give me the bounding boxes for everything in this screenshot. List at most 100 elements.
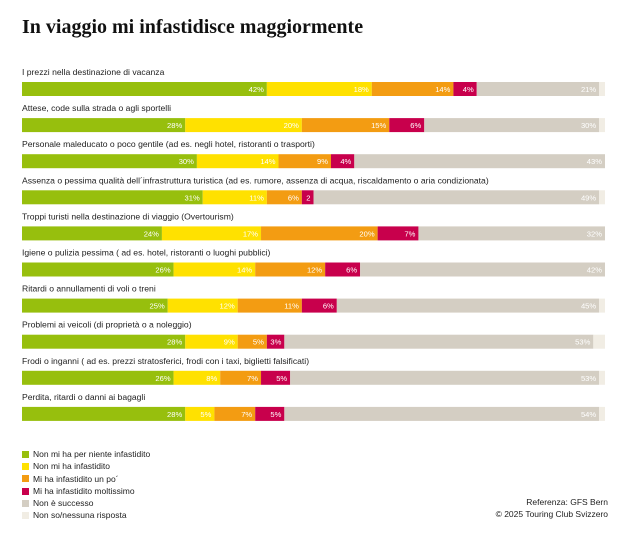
bar-segment	[161, 226, 262, 241]
bar-segment	[22, 370, 174, 385]
data-label: 43%	[587, 157, 602, 166]
data-label: 42%	[587, 266, 602, 275]
copyright-text: © 2025 Touring Club Svizzero	[495, 509, 608, 520]
data-label: 7%	[241, 410, 252, 419]
bar-segment	[284, 334, 594, 349]
data-label: 31%	[185, 193, 200, 202]
data-label: 5%	[200, 410, 211, 419]
data-label: 5%	[253, 338, 264, 347]
legend-swatch	[22, 475, 29, 483]
legend-item: Mi ha infastidito moltissimo	[22, 485, 150, 497]
bar-segment	[476, 82, 600, 96]
bar-segment	[593, 334, 605, 349]
data-label: 12%	[307, 266, 322, 275]
data-label: 20%	[359, 229, 374, 238]
data-label: 14%	[237, 266, 252, 275]
bar-segment	[185, 406, 215, 421]
data-label: 9%	[224, 338, 235, 347]
legend-item: Non mi ha infastidito	[22, 460, 150, 472]
bar-segment	[214, 406, 256, 421]
bar-segment	[599, 370, 605, 385]
bar-segment	[301, 298, 337, 313]
legend-swatch	[22, 487, 29, 495]
data-label: 7%	[247, 374, 258, 383]
data-label: 6%	[346, 266, 357, 275]
data-label: 7%	[404, 229, 415, 238]
data-label: 21%	[581, 85, 596, 94]
category-label: Ritardi o annullamenti di voli o treni	[22, 284, 156, 294]
bar-segment	[261, 226, 378, 241]
data-label: 26%	[155, 374, 170, 383]
bar-segment	[389, 118, 425, 133]
legend-label: Non mi ha infastidito	[33, 461, 111, 472]
data-label: 18%	[354, 85, 369, 94]
category-label: Frodi o inganni ( ad es. prezzi stratosf…	[22, 356, 309, 366]
bar-segment	[354, 154, 605, 169]
bar-segment	[22, 298, 168, 313]
data-label: 54%	[581, 410, 596, 419]
legend-item: Non mi ha per niente infastidito	[22, 448, 150, 460]
chart-legend: Non mi ha per niente infastidito Non mi h…	[22, 448, 150, 522]
data-label: 53%	[575, 338, 590, 347]
bar-segment	[22, 334, 186, 349]
category-label: Assenza o pessima qualità dell´infrastru…	[22, 175, 489, 185]
data-label: 5%	[270, 410, 281, 419]
category-label: Igiene o pulizia pessima ( ad es. hotel,…	[22, 248, 271, 258]
data-label: 3%	[270, 338, 281, 347]
bar-segment	[278, 154, 331, 169]
data-label: 12%	[220, 302, 235, 311]
data-label: 25%	[150, 302, 165, 311]
legend-label: Non mi ha per niente infastidito	[33, 449, 151, 459]
data-label: 9%	[317, 157, 328, 166]
data-label: 30%	[581, 121, 596, 130]
bar-segment	[237, 298, 302, 313]
bar-segment	[313, 190, 600, 205]
legend-item: Non so/nessuna risposta	[22, 509, 150, 521]
bar-segment	[196, 154, 279, 169]
data-label: 11%	[284, 302, 299, 311]
data-label: 28%	[167, 338, 182, 347]
data-label: 17%	[243, 229, 258, 238]
data-label: 49%	[581, 193, 596, 202]
legend-label: Mi ha infastidito moltissimo	[33, 485, 135, 496]
bar-segment	[255, 406, 285, 421]
category-label: Attese, code sulla strada o agli sportel…	[22, 103, 171, 113]
category-label: Perdita, ritardi o danni ai bagagli	[22, 392, 145, 402]
bar-segment	[266, 190, 302, 205]
data-label: 5%	[276, 374, 287, 383]
bar-segment	[167, 298, 238, 313]
bar-segment	[325, 262, 361, 277]
bar-segment	[377, 226, 419, 241]
bar-segment	[22, 190, 203, 205]
data-label: 6%	[410, 121, 421, 130]
bar-segment	[301, 190, 314, 205]
bar-segment	[185, 118, 302, 133]
data-label: 2	[306, 193, 310, 202]
bar-segment	[22, 406, 186, 421]
data-label: 14%	[435, 85, 450, 94]
bar-segment	[599, 82, 605, 96]
bar-segment	[453, 82, 477, 96]
data-label: 6%	[288, 193, 299, 202]
data-label: 53%	[581, 374, 596, 383]
bar-segment	[330, 154, 355, 169]
bar-segment	[266, 334, 285, 349]
data-label: 28%	[167, 410, 182, 419]
data-label: 4%	[463, 85, 474, 94]
data-label: 6%	[323, 302, 334, 311]
bar-segment	[599, 406, 605, 421]
data-label: 20%	[284, 121, 299, 130]
bar-segment	[336, 298, 600, 313]
bar-segment	[266, 82, 372, 96]
bar-segment	[173, 262, 256, 277]
bar-segment	[599, 298, 605, 313]
bar-segment	[173, 370, 221, 385]
bar-segment	[284, 406, 600, 421]
bar-segment	[599, 118, 605, 133]
reference-text: Referenza: GFS Bern	[526, 497, 608, 507]
data-label: 4%	[340, 157, 351, 166]
data-label: 24%	[144, 229, 159, 238]
legend-swatch	[22, 499, 29, 507]
category-label: Problemi ai veicoli (di proprietà o a no…	[22, 320, 192, 330]
data-label: 15%	[371, 121, 386, 130]
